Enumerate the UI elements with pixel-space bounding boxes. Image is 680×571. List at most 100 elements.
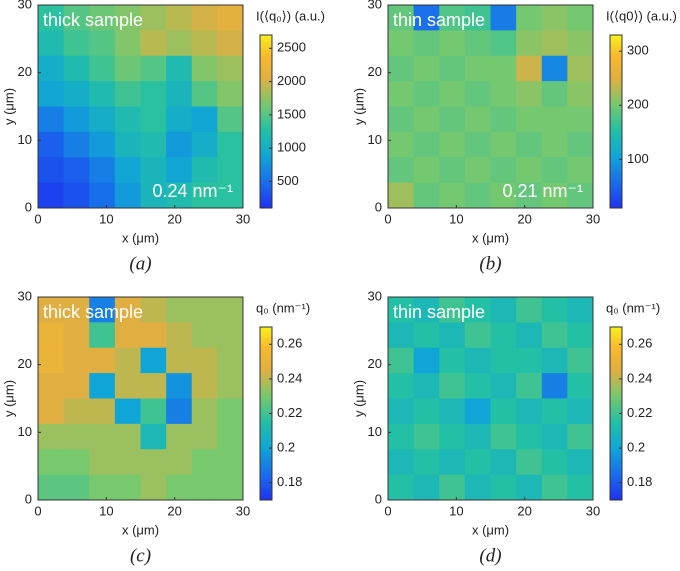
heatmap-cell <box>38 157 65 184</box>
heatmap-cell <box>490 5 517 31</box>
heatmap-cell <box>541 131 568 158</box>
heatmap-cell <box>89 157 116 184</box>
caption: (b) <box>479 253 501 274</box>
heatmap-cell <box>140 373 167 399</box>
y-tick-label: 30 <box>368 0 382 11</box>
heatmap-cell <box>114 106 141 133</box>
heatmap-cell <box>439 474 466 501</box>
x-axis-label: x (μm) <box>472 522 509 537</box>
heatmap-cell <box>63 55 90 82</box>
heatmap-cell <box>464 297 491 323</box>
heatmap-cell <box>63 398 90 425</box>
x-tick-label: 0 <box>384 503 391 518</box>
heatmap-cell <box>567 449 594 476</box>
heatmap-cell <box>413 5 440 31</box>
heatmap-cell <box>89 182 116 209</box>
y-axis-label: y (μm) <box>1 380 16 417</box>
heatmap-cell <box>413 373 440 399</box>
heatmap-cell <box>490 398 517 425</box>
plot-frame <box>37 296 244 501</box>
heatmap-cell <box>464 449 491 476</box>
heatmap-cell <box>63 5 90 31</box>
heatmap-cell <box>516 474 543 501</box>
heatmap-cell <box>388 474 415 501</box>
heatmap-cell <box>516 30 543 57</box>
y-tick-label: 10 <box>18 424 32 439</box>
heatmap-cell <box>464 182 491 209</box>
heatmap-cell <box>166 157 193 184</box>
heatmap-cell <box>388 182 415 209</box>
heatmap-cell <box>490 157 517 184</box>
colorbar-tick-label: 0.26 <box>627 336 652 351</box>
heatmap-cell <box>413 474 440 501</box>
heatmap-cell <box>191 55 218 82</box>
heatmap-cell <box>413 30 440 57</box>
heatmap-cell <box>191 398 218 425</box>
heatmap-cell <box>413 449 440 476</box>
heatmap-cell <box>439 423 466 450</box>
heatmap-cell <box>464 474 491 501</box>
heatmap-cell <box>38 449 65 476</box>
heatmap-cell <box>38 322 65 349</box>
heatmap-cell <box>439 398 466 425</box>
heatmap-cell <box>191 423 218 450</box>
heatmap-cell <box>439 157 466 184</box>
heatmap-cell <box>439 81 466 107</box>
heatmap-cell <box>388 398 415 425</box>
heatmap-cell <box>89 131 116 158</box>
heatmap-cell <box>490 474 517 501</box>
heatmap-cell <box>38 30 65 57</box>
heatmap-cell <box>166 30 193 57</box>
heatmap-cell <box>217 30 244 57</box>
heatmap-cell <box>490 297 517 323</box>
heatmap-cell <box>217 157 244 184</box>
x-axis-label: x (μm) <box>122 230 159 245</box>
heatmap-cell <box>191 297 218 323</box>
heatmap-cell <box>166 474 193 501</box>
heatmap-cell <box>490 182 517 209</box>
heatmap-cell <box>413 182 440 209</box>
heatmap-cell <box>89 373 116 399</box>
heatmap-cell <box>38 106 65 133</box>
y-tick-label: 10 <box>368 132 382 147</box>
x-tick-label: 0 <box>384 211 391 226</box>
heatmap-cell <box>63 474 90 501</box>
colorbar-tick-label: 2000 <box>277 73 306 88</box>
heatmap-cell <box>388 30 415 57</box>
x-axis-label: x (μm) <box>122 522 159 537</box>
x-tick-label: 10 <box>99 211 113 226</box>
heatmap-cell <box>541 297 568 323</box>
y-tick-label: 0 <box>375 199 382 214</box>
heatmap-cell <box>567 157 594 184</box>
heatmap-cell <box>166 347 193 374</box>
heatmap-cell <box>516 347 543 374</box>
colorbar-tick-label: 0.24 <box>277 370 302 385</box>
heatmap-cell <box>464 373 491 399</box>
heatmap-cell <box>114 182 141 209</box>
heatmap-cell <box>140 131 167 158</box>
heatmap-cell <box>567 182 594 209</box>
heatmap-cell <box>89 30 116 57</box>
heatmap-cell <box>114 131 141 158</box>
heatmap-cell <box>541 322 568 349</box>
heatmap-cell <box>567 474 594 501</box>
heatmap-cell <box>567 423 594 450</box>
x-tick-label: 20 <box>167 503 181 518</box>
heatmap-cell <box>567 347 594 374</box>
heatmap-cell <box>140 297 167 323</box>
heatmap-cell <box>516 5 543 31</box>
heatmap-cell <box>541 30 568 57</box>
heatmap-cell <box>63 81 90 107</box>
heatmap-cell <box>439 5 466 31</box>
heatmap-cell <box>464 131 491 158</box>
heatmap-cell <box>166 373 193 399</box>
heatmap-cell <box>191 81 218 107</box>
heatmap-cell <box>439 373 466 399</box>
heatmap-cell <box>217 297 244 323</box>
heatmap-cell <box>439 322 466 349</box>
plot-frame <box>37 4 244 209</box>
heatmap-cell <box>217 449 244 476</box>
heatmap-cell <box>89 106 116 133</box>
colorbar-tick-label: 0.22 <box>277 405 302 420</box>
heatmap-cell <box>89 81 116 107</box>
